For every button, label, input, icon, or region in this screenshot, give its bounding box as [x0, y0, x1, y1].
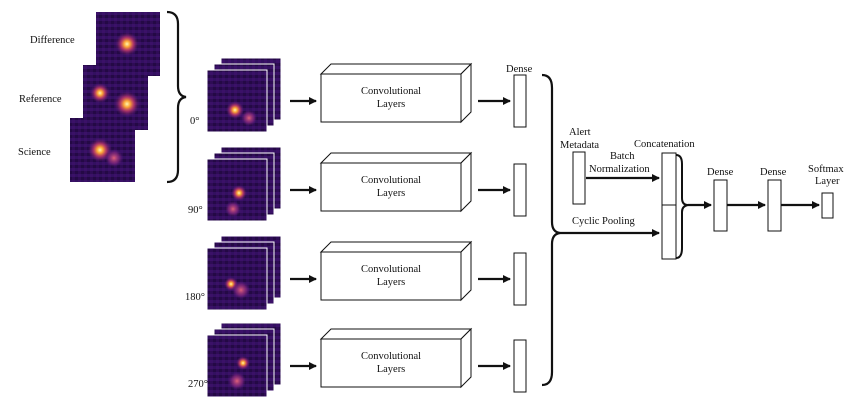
- reference-label: Reference: [19, 94, 62, 105]
- conv-label-line1: Convolutional: [361, 86, 421, 97]
- dense-2-block: [767, 179, 782, 232]
- source-spot: [241, 110, 257, 126]
- branch-dense-block-0: [513, 74, 527, 128]
- branch-dense-block-90: [513, 163, 527, 217]
- rotated-stack-180: [206, 235, 282, 311]
- softmax-label-line1: Softmax: [808, 164, 844, 175]
- stack-layer: [206, 247, 268, 311]
- alert-metadata-label-line1: Alert: [569, 127, 591, 138]
- rotated-stack-270: [206, 322, 282, 398]
- rotated-stack-0: [206, 57, 282, 133]
- concatenation-brace: [675, 154, 689, 259]
- difference-label: Difference: [30, 35, 75, 46]
- source-spot: [226, 101, 244, 119]
- cyclic-pooling-label: Cyclic Pooling: [572, 216, 635, 227]
- science-label: Science: [18, 147, 51, 158]
- branch-dense-label: Dense: [506, 64, 533, 75]
- branch-dense-block-180: [513, 252, 527, 306]
- source-spot: [228, 372, 246, 390]
- conv-label-line1: Convolutional: [361, 175, 421, 186]
- alert-metadata-block: [572, 151, 586, 205]
- stack-layer: [206, 69, 268, 133]
- rotation-label-0: 0°: [190, 116, 199, 127]
- source-spot: [231, 185, 247, 201]
- conv-layers-box-270: Convolutional Layers: [319, 327, 473, 389]
- source-spot: [236, 356, 250, 370]
- softmax-block: [821, 192, 834, 219]
- source-spot: [232, 281, 250, 299]
- branch-dense-block-270: [513, 339, 527, 393]
- rotation-label-180: 180°: [185, 292, 205, 303]
- batch-norm-label-line1: Batch: [610, 151, 635, 162]
- dense-2-label: Dense: [760, 167, 787, 178]
- conv-label-line1: Convolutional: [361, 351, 421, 362]
- conv-label-line2: Layers: [377, 364, 406, 375]
- dense-1-label: Dense: [707, 167, 734, 178]
- concatenation-block-top: [661, 152, 677, 206]
- conv-layers-box-90: Convolutional Layers: [319, 151, 473, 213]
- concatenation-label: Concatenation: [634, 139, 695, 150]
- conv-label-line1: Convolutional: [361, 264, 421, 275]
- concatenation-block-bottom: [661, 204, 677, 260]
- conv-label-line2: Layers: [377, 277, 406, 288]
- conv-layers-box-0: Convolutional Layers: [319, 62, 473, 124]
- dense-1-block: [713, 179, 728, 232]
- merge-brace: [541, 73, 561, 387]
- rotated-stack-90: [206, 146, 282, 222]
- conv-label-line2: Layers: [377, 99, 406, 110]
- conv-label-line2: Layers: [377, 188, 406, 199]
- rotation-label-270: 270°: [188, 379, 208, 390]
- alert-metadata-label-line2: Metadata: [560, 140, 599, 151]
- source-spot: [225, 201, 241, 217]
- conv-layers-box-180: Convolutional Layers: [319, 240, 473, 302]
- input-group-brace: [166, 10, 187, 184]
- science-stamp: [70, 118, 135, 182]
- batch-norm-label-line2: Normalization: [589, 164, 650, 175]
- rotation-label-90: 90°: [188, 205, 203, 216]
- softmax-label-line2: Layer: [815, 176, 840, 187]
